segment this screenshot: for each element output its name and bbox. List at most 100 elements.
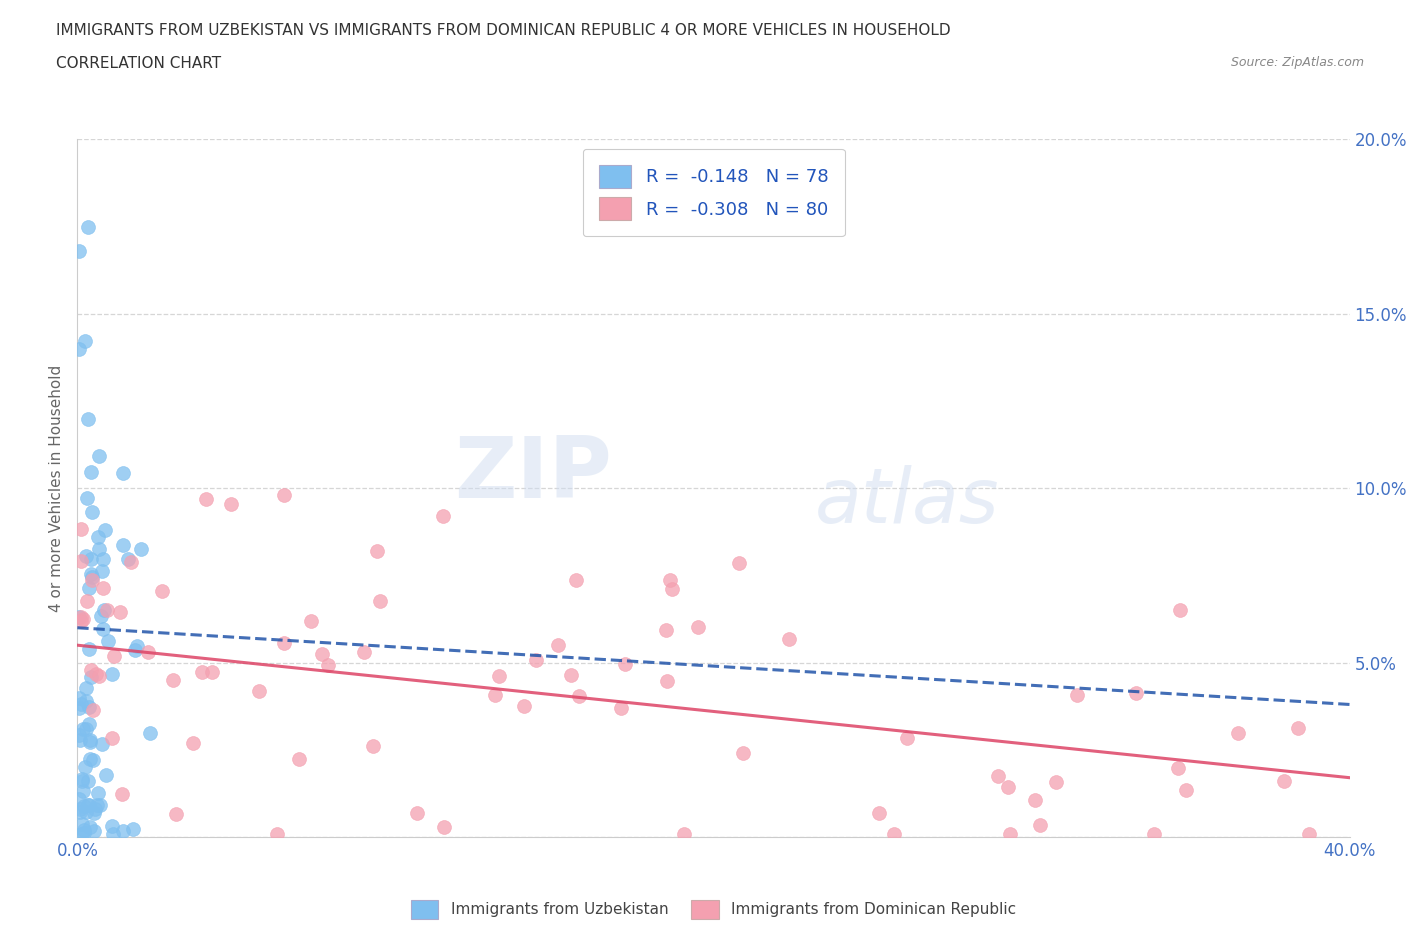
Point — [1175, 782, 1198, 797]
Point — [1125, 685, 1147, 700]
Point — [299, 613, 322, 628]
Point — [101, 667, 124, 682]
Point — [366, 544, 388, 559]
Point — [77, 798, 100, 813]
Point — [76, 411, 98, 426]
Point — [108, 604, 131, 619]
Point — [87, 785, 110, 800]
Point — [79, 567, 101, 582]
Text: atlas: atlas — [815, 465, 1000, 539]
Point — [896, 731, 918, 746]
Point — [77, 642, 100, 657]
Point — [67, 700, 90, 715]
Point — [83, 802, 105, 817]
Y-axis label: 4 or more Vehicles in Household: 4 or more Vehicles in Household — [49, 365, 65, 612]
Point — [1167, 760, 1189, 775]
Point — [1029, 817, 1052, 832]
Point — [70, 773, 93, 788]
Point — [201, 665, 224, 680]
Point — [90, 564, 112, 578]
Point — [728, 555, 751, 570]
Point — [77, 700, 100, 715]
Point — [433, 819, 456, 834]
Point — [70, 826, 93, 841]
Point — [524, 652, 547, 667]
Point — [84, 667, 107, 682]
Point — [69, 802, 91, 817]
Point — [82, 752, 104, 767]
Point — [731, 746, 754, 761]
Point — [247, 684, 270, 698]
Point — [103, 826, 125, 841]
Point — [79, 662, 101, 677]
Point — [77, 797, 100, 812]
Point — [560, 668, 582, 683]
Point — [69, 610, 91, 625]
Point — [568, 689, 591, 704]
Point — [368, 593, 391, 608]
Point — [547, 638, 569, 653]
Point — [77, 717, 100, 732]
Point — [1024, 792, 1046, 807]
Point — [75, 804, 97, 819]
Point — [998, 826, 1021, 841]
Point — [111, 824, 134, 839]
Point — [82, 572, 104, 587]
Point — [273, 636, 295, 651]
Text: IMMIGRANTS FROM UZBEKISTAN VS IMMIGRANTS FROM DOMINICAN REPUBLIC 4 OR MORE VEHIC: IMMIGRANTS FROM UZBEKISTAN VS IMMIGRANTS… — [56, 23, 950, 38]
Point — [405, 805, 427, 820]
Point — [488, 669, 510, 684]
Point — [72, 612, 94, 627]
Point — [75, 721, 97, 736]
Point — [67, 791, 90, 806]
Point — [70, 553, 93, 568]
Point — [93, 603, 115, 618]
Point — [613, 657, 636, 671]
Point — [101, 731, 124, 746]
Point — [658, 572, 681, 587]
Point — [76, 219, 98, 234]
Point — [1286, 721, 1309, 736]
Point — [1143, 826, 1166, 841]
Legend: Immigrants from Uzbekistan, Immigrants from Dominican Republic: Immigrants from Uzbekistan, Immigrants f… — [405, 894, 1022, 925]
Point — [1045, 775, 1067, 790]
Point — [112, 466, 135, 481]
Point — [195, 491, 218, 506]
Point — [673, 826, 696, 841]
Text: ZIP: ZIP — [454, 432, 612, 516]
Point — [82, 702, 104, 717]
Point — [125, 639, 148, 654]
Point — [661, 582, 683, 597]
Point — [70, 697, 93, 711]
Point — [91, 621, 114, 636]
Point — [311, 647, 333, 662]
Point — [97, 633, 120, 648]
Point — [609, 701, 631, 716]
Point — [79, 552, 101, 567]
Point — [316, 658, 339, 672]
Point — [76, 593, 98, 608]
Point — [1168, 603, 1191, 618]
Point — [87, 529, 110, 544]
Point — [83, 823, 105, 838]
Point — [79, 733, 101, 748]
Point — [94, 522, 117, 537]
Point — [136, 644, 159, 659]
Point — [80, 670, 103, 684]
Point — [150, 583, 173, 598]
Point — [1066, 687, 1088, 702]
Point — [80, 569, 103, 584]
Point — [76, 490, 98, 505]
Point — [77, 774, 100, 789]
Point — [191, 664, 214, 679]
Point — [79, 735, 101, 750]
Point — [1298, 826, 1320, 841]
Point — [75, 694, 97, 709]
Point — [73, 822, 96, 837]
Point — [112, 538, 135, 552]
Point — [67, 728, 90, 743]
Point — [89, 797, 111, 812]
Point — [91, 551, 114, 566]
Point — [1272, 773, 1295, 788]
Point — [129, 542, 152, 557]
